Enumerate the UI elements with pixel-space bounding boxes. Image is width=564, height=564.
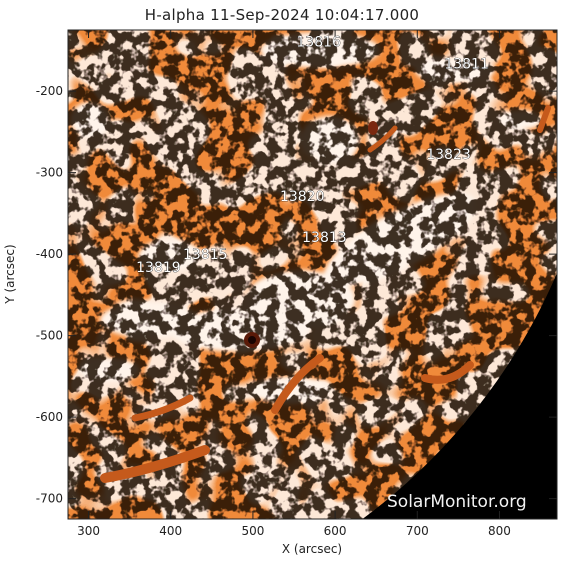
y-tick-label: -300	[36, 166, 63, 180]
x-tick-label: 800	[488, 524, 511, 538]
x-axis-label: X (arcsec)	[282, 542, 342, 556]
filaments	[100, 105, 551, 483]
y-tick-label: -600	[36, 410, 63, 424]
active-region-label: 13813	[302, 230, 347, 246]
active-region-label: 13819	[136, 260, 181, 276]
active-region-label: 13823	[426, 147, 471, 163]
y-tick-label: -700	[36, 492, 63, 506]
y-axis-ticks: -200 -300 -400 -500 -600 -700	[36, 84, 557, 506]
plot-border	[67, 29, 558, 520]
active-region-label: 13811	[444, 56, 489, 72]
space-off-limb	[362, 272, 557, 519]
y-tick-label: -400	[36, 247, 63, 261]
sunspot-umbra	[248, 336, 256, 344]
x-tick-label: 600	[324, 524, 347, 538]
image-title: H-alpha 11-Sep-2024 10:04:17.000	[144, 6, 420, 24]
y-tick-label: -500	[36, 329, 63, 343]
active-region-label: 13816	[296, 34, 341, 50]
y-axis-label: Y (arcsec)	[3, 244, 17, 304]
solar-disk-image: SolarMonitor.org	[68, 30, 557, 519]
x-tick-label: 500	[241, 524, 264, 538]
x-tick-label: 700	[406, 524, 429, 538]
y-tick-label: -200	[36, 84, 63, 98]
x-tick-label: 400	[159, 524, 182, 538]
active-region-label: 13820	[280, 189, 325, 205]
sunspots	[244, 121, 378, 348]
sunspot-small	[368, 121, 378, 135]
x-axis-ticks: 300 400 500 600 700 800	[77, 30, 511, 538]
watermark-text: SolarMonitor.org	[387, 492, 527, 512]
x-tick-label: 300	[77, 524, 100, 538]
active-region-label: 13815	[183, 247, 228, 263]
